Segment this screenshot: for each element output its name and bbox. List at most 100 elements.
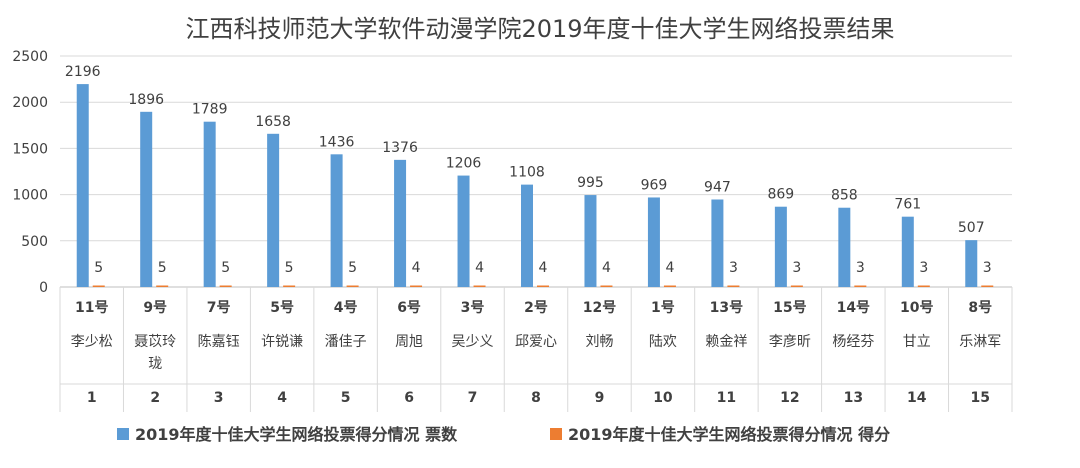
category-number: 13号 xyxy=(710,300,743,316)
y-tick-label: 0 xyxy=(39,280,48,296)
y-tick-label: 2500 xyxy=(12,49,48,65)
category-name: 赖金祥 xyxy=(705,334,747,350)
bar-score xyxy=(600,285,613,287)
category-name: 潘佳子 xyxy=(325,334,367,350)
bar-votes xyxy=(267,133,280,287)
legend-label-votes: 2019年度十佳大学生网络投票得分情况 票数 xyxy=(135,425,458,444)
data-label-votes: 1108 xyxy=(509,165,545,181)
data-label-votes: 507 xyxy=(958,220,985,236)
bar-score xyxy=(410,285,423,287)
category-number: 12号 xyxy=(583,300,616,316)
data-label-votes: 761 xyxy=(894,197,921,213)
category-name: 聂苡玲珑 xyxy=(134,334,176,372)
bar-votes xyxy=(965,240,978,287)
data-label-votes: 1206 xyxy=(446,156,482,172)
category-rank: 13 xyxy=(844,390,863,406)
category-name: 陆欢 xyxy=(649,334,677,350)
bar-score xyxy=(537,285,549,287)
bar-votes xyxy=(584,195,597,287)
bar-score xyxy=(790,285,803,287)
category-rank: 5 xyxy=(341,390,351,406)
data-label-votes: 969 xyxy=(641,177,668,193)
bar-score xyxy=(219,285,232,287)
category-name: 杨经芬 xyxy=(832,334,874,350)
y-tick-label: 1000 xyxy=(12,188,48,204)
data-label-votes: 1658 xyxy=(255,114,291,130)
category-rank: 11 xyxy=(717,390,736,406)
data-label-score: 3 xyxy=(983,260,992,276)
data-label-votes: 2196 xyxy=(65,64,101,80)
category-number: 10号 xyxy=(900,300,933,316)
legend: 2019年度十佳大学生网络投票得分情况 票数 2019年度十佳大学生网络投票得分情… xyxy=(117,425,890,444)
category-rank: 14 xyxy=(907,390,927,406)
category-rank: 6 xyxy=(404,390,414,406)
data-label-score: 4 xyxy=(475,260,484,276)
gridlines xyxy=(60,55,1012,288)
data-label-votes: 1789 xyxy=(192,102,228,118)
category-number: 14号 xyxy=(837,300,870,316)
data-label-votes: 1376 xyxy=(382,140,418,156)
bar-votes xyxy=(457,175,470,287)
bar-votes xyxy=(647,197,660,287)
bar-votes xyxy=(838,207,851,287)
bar-score xyxy=(156,285,169,287)
category-name: 周旭 xyxy=(395,334,423,350)
data-label-score: 3 xyxy=(729,260,738,276)
data-label-score: 5 xyxy=(94,260,103,276)
category-rank: 8 xyxy=(531,390,541,406)
category-name: 邱爱心 xyxy=(515,334,557,350)
data-label-score: 3 xyxy=(856,260,865,276)
bar-votes xyxy=(394,159,407,287)
bar-votes xyxy=(901,216,914,287)
category-name: 吴少义 xyxy=(452,334,494,350)
category-name: 陈嘉钰 xyxy=(198,333,240,350)
category-rank: 12 xyxy=(780,390,799,406)
category-name: 乐淋军 xyxy=(959,334,1001,350)
category-number: 1号 xyxy=(651,300,675,316)
data-label-votes: 858 xyxy=(831,188,858,204)
bar-score xyxy=(854,285,867,287)
bar-votes xyxy=(140,111,153,287)
category-number: 5号 xyxy=(270,300,294,316)
data-label-score: 4 xyxy=(412,260,421,276)
category-name: 刘畅 xyxy=(585,334,613,350)
bar-score xyxy=(473,285,486,287)
category-name: 李彦昕 xyxy=(769,334,811,350)
bar-score xyxy=(346,285,359,287)
category-rank: 7 xyxy=(468,390,478,406)
data-label-votes: 947 xyxy=(704,179,731,195)
data-label-score: 4 xyxy=(539,260,548,276)
category-number: 2号 xyxy=(524,300,548,316)
category-number: 9号 xyxy=(143,300,167,316)
bar-score xyxy=(727,285,740,287)
data-label-score: 5 xyxy=(285,260,294,276)
legend-label-score: 2019年度十佳大学生网络投票得分情况 得分 xyxy=(568,425,890,444)
category-rank: 15 xyxy=(971,390,990,406)
category-number: 15号 xyxy=(773,300,806,316)
chart-title: 江西科技师范大学软件动漫学院2019年度十佳大学生网络投票结果 xyxy=(185,15,894,43)
data-label-votes: 1896 xyxy=(128,92,164,108)
bar-votes xyxy=(711,199,724,287)
category-number: 7号 xyxy=(207,300,231,316)
y-axis: 0 500 1000 1500 2000 2500 xyxy=(12,49,48,296)
y-tick-label: 500 xyxy=(21,234,48,250)
data-label-score: 4 xyxy=(665,260,674,276)
data-label-votes: 1436 xyxy=(319,134,355,150)
bar-votes xyxy=(76,84,89,287)
y-tick-label: 1500 xyxy=(12,141,48,157)
bar-score xyxy=(663,285,676,287)
data-label-score: 5 xyxy=(221,260,230,276)
bar-votes xyxy=(521,184,533,287)
category-number: 4号 xyxy=(334,300,358,316)
data-label-score: 4 xyxy=(602,260,611,276)
data-label-score: 3 xyxy=(792,260,801,276)
category-number: 3号 xyxy=(461,300,485,316)
bar-votes xyxy=(774,206,787,287)
bar-votes xyxy=(330,154,343,287)
category-rank: 9 xyxy=(595,390,605,406)
legend-swatch-score xyxy=(550,428,562,440)
bar-score xyxy=(92,285,105,287)
y-tick-label: 2000 xyxy=(12,95,48,111)
